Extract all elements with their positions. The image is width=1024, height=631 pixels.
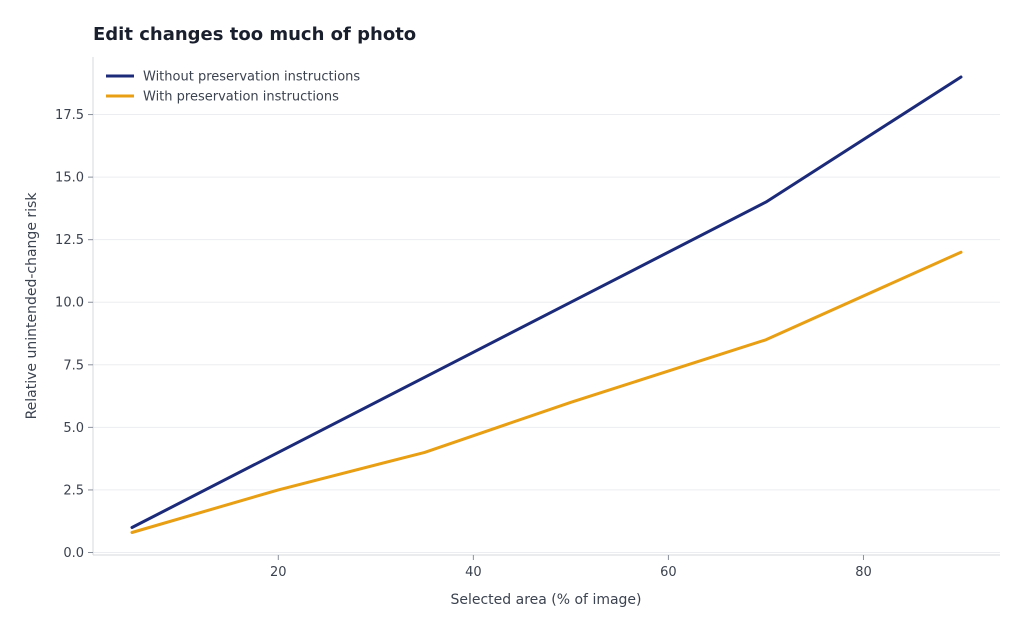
series-lines	[130, 75, 963, 534]
y-tick-label-3: 7.5	[63, 358, 84, 373]
legend-label-0: Without preservation instructions	[143, 70, 360, 85]
grid-lines	[93, 114, 1000, 553]
y-tick-label-2: 5.0	[63, 421, 84, 436]
chart-title: Edit changes too much of photo	[93, 24, 416, 45]
y-axis-label: Relative unintended-change risk	[24, 192, 40, 420]
x-ticks: 20 40 60 80	[270, 555, 872, 580]
y-tick-label-7: 17.5	[55, 108, 84, 123]
y-tick-label-5: 12.5	[55, 233, 84, 248]
y-tick-label-4: 10.0	[55, 296, 84, 311]
x-tick-label-0: 20	[270, 565, 287, 580]
y-tick-label-6: 15.0	[55, 171, 84, 186]
legend-label-1: With preservation instructions	[143, 90, 339, 105]
x-tick-label-2: 60	[660, 565, 677, 580]
y-tick-label-0: 0.0	[63, 546, 84, 561]
series-line-0	[130, 75, 963, 529]
x-tick-label-3: 80	[855, 565, 872, 580]
y-tick-label-1: 2.5	[63, 483, 84, 498]
y-ticks: 0.0 2.5 5.0 7.5 10.0 12.5 15.0 17.5	[55, 108, 93, 561]
series-line-1	[130, 250, 963, 534]
legend: Without preservation instructions With pr…	[106, 70, 360, 105]
x-axis-label: Selected area (% of image)	[450, 592, 641, 608]
x-tick-label-1: 40	[465, 565, 482, 580]
